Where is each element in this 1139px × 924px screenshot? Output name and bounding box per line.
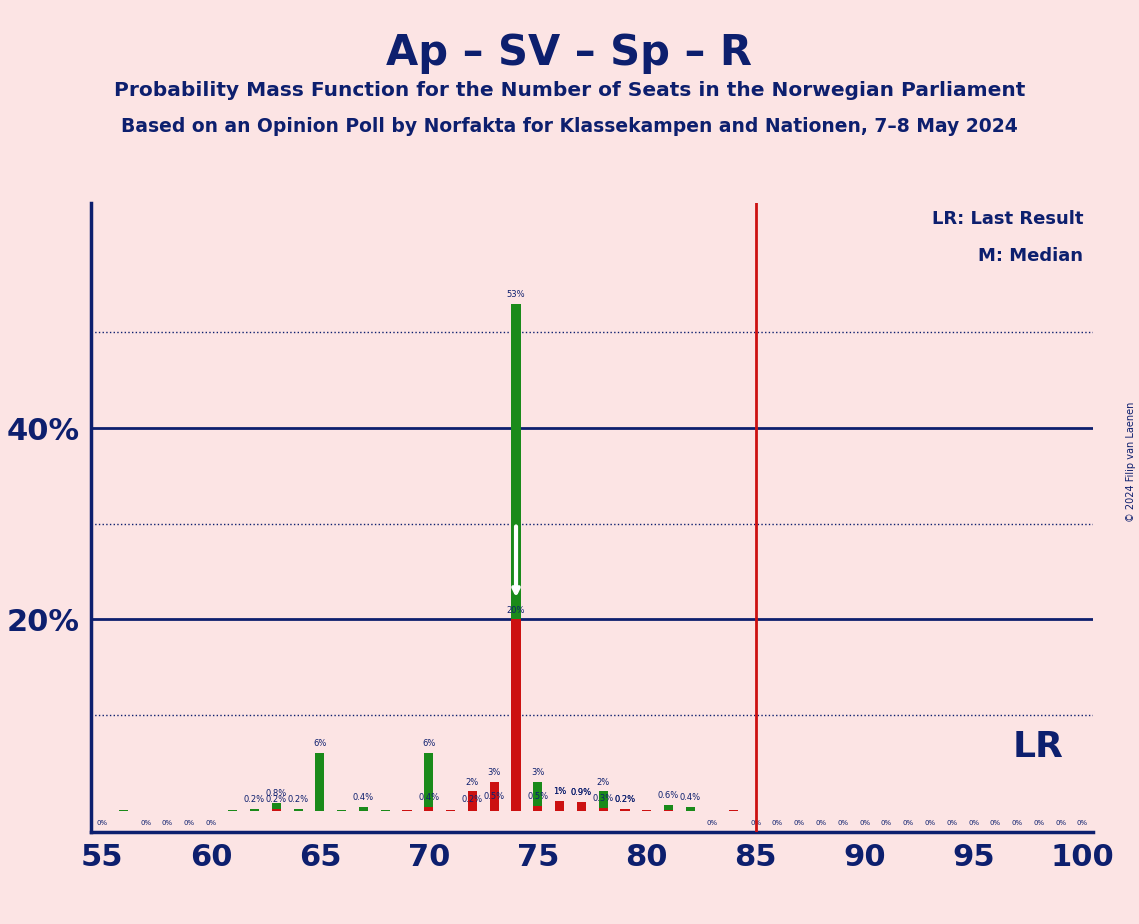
Text: 0.4%: 0.4%	[418, 793, 440, 802]
Text: Probability Mass Function for the Number of Seats in the Norwegian Parliament: Probability Mass Function for the Number…	[114, 81, 1025, 101]
Bar	[555, 801, 564, 810]
Bar	[576, 802, 585, 810]
Bar	[468, 808, 477, 810]
Bar	[249, 808, 259, 810]
Bar	[490, 806, 499, 810]
Bar	[294, 808, 303, 810]
Text: LR: LR	[1013, 730, 1064, 764]
Bar	[272, 808, 281, 810]
Text: 1%: 1%	[552, 787, 566, 796]
Text: 0%: 0%	[183, 821, 195, 826]
Bar	[599, 808, 608, 810]
Bar	[686, 807, 695, 810]
Bar	[425, 807, 434, 810]
Bar	[446, 809, 456, 810]
Text: 0%: 0%	[706, 821, 718, 826]
Text: 0%: 0%	[794, 821, 805, 826]
Text: 0%: 0%	[162, 821, 173, 826]
Text: 0.2%: 0.2%	[614, 795, 636, 804]
Text: 0%: 0%	[1055, 821, 1066, 826]
Bar	[380, 809, 390, 810]
Text: 0%: 0%	[968, 821, 980, 826]
Bar	[468, 792, 477, 810]
Bar	[402, 809, 411, 810]
Text: 0.3%: 0.3%	[592, 794, 614, 803]
Bar	[228, 809, 237, 810]
Text: 0.2%: 0.2%	[614, 795, 636, 804]
Bar	[359, 807, 368, 810]
Text: 0%: 0%	[140, 821, 151, 826]
Text: 0%: 0%	[1011, 821, 1023, 826]
Bar	[555, 801, 564, 810]
Bar	[642, 809, 652, 810]
Text: 0.6%: 0.6%	[658, 791, 679, 800]
Bar	[337, 809, 346, 810]
Text: 0%: 0%	[990, 821, 1001, 826]
Text: 3%: 3%	[531, 768, 544, 777]
Text: 0%: 0%	[837, 821, 849, 826]
Text: 0%: 0%	[880, 821, 892, 826]
Text: 0%: 0%	[751, 821, 761, 826]
Bar	[599, 792, 608, 810]
Bar	[729, 809, 738, 810]
Text: 0.4%: 0.4%	[353, 793, 374, 802]
Bar	[316, 753, 325, 810]
Bar	[402, 809, 411, 810]
Text: 0.2%: 0.2%	[265, 795, 287, 804]
Text: Ap – SV – Sp – R: Ap – SV – Sp – R	[386, 32, 753, 74]
Text: 6%: 6%	[423, 739, 435, 748]
Text: 0%: 0%	[903, 821, 913, 826]
Bar	[664, 809, 673, 810]
Text: 0.2%: 0.2%	[462, 795, 483, 804]
Text: 3%: 3%	[487, 768, 501, 777]
Text: 1%: 1%	[552, 787, 566, 796]
Bar	[533, 806, 542, 810]
Bar	[621, 808, 630, 810]
Text: 0%: 0%	[772, 821, 782, 826]
Bar	[490, 782, 499, 810]
Bar	[511, 304, 521, 810]
Text: Based on an Opinion Poll by Norfakta for Klassekampen and Nationen, 7–8 May 2024: Based on an Opinion Poll by Norfakta for…	[121, 117, 1018, 137]
Bar	[664, 805, 673, 810]
Text: 0%: 0%	[205, 821, 216, 826]
Bar	[272, 803, 281, 810]
Text: 0%: 0%	[925, 821, 935, 826]
Text: 0%: 0%	[97, 821, 107, 826]
Text: LR: Last Result: LR: Last Result	[932, 210, 1083, 227]
Bar	[729, 809, 738, 810]
Text: 0%: 0%	[816, 821, 827, 826]
Text: 20%: 20%	[507, 605, 525, 614]
Text: 2%: 2%	[597, 778, 609, 786]
Text: 0.4%: 0.4%	[680, 793, 700, 802]
Bar	[425, 753, 434, 810]
Text: 0.2%: 0.2%	[287, 795, 309, 804]
Text: 53%: 53%	[507, 290, 525, 299]
Text: © 2024 Filip van Laenen: © 2024 Filip van Laenen	[1126, 402, 1136, 522]
Bar	[621, 808, 630, 810]
Bar	[642, 809, 652, 810]
Text: 6%: 6%	[313, 739, 327, 748]
Text: M: Median: M: Median	[978, 248, 1083, 265]
Text: 0.5%: 0.5%	[484, 792, 505, 801]
Text: 0%: 0%	[947, 821, 958, 826]
Text: 0.9%: 0.9%	[571, 788, 592, 797]
Bar	[511, 619, 521, 810]
Text: 0.5%: 0.5%	[527, 792, 548, 801]
Text: 0%: 0%	[1033, 821, 1044, 826]
Text: 0%: 0%	[859, 821, 870, 826]
Text: 0.8%: 0.8%	[265, 789, 287, 798]
Text: 0%: 0%	[1077, 821, 1088, 826]
Bar	[120, 809, 129, 810]
Text: 2%: 2%	[466, 778, 480, 786]
Text: 0.2%: 0.2%	[244, 795, 265, 804]
Bar	[576, 802, 585, 810]
Bar	[533, 782, 542, 810]
Text: 0.9%: 0.9%	[571, 788, 592, 797]
